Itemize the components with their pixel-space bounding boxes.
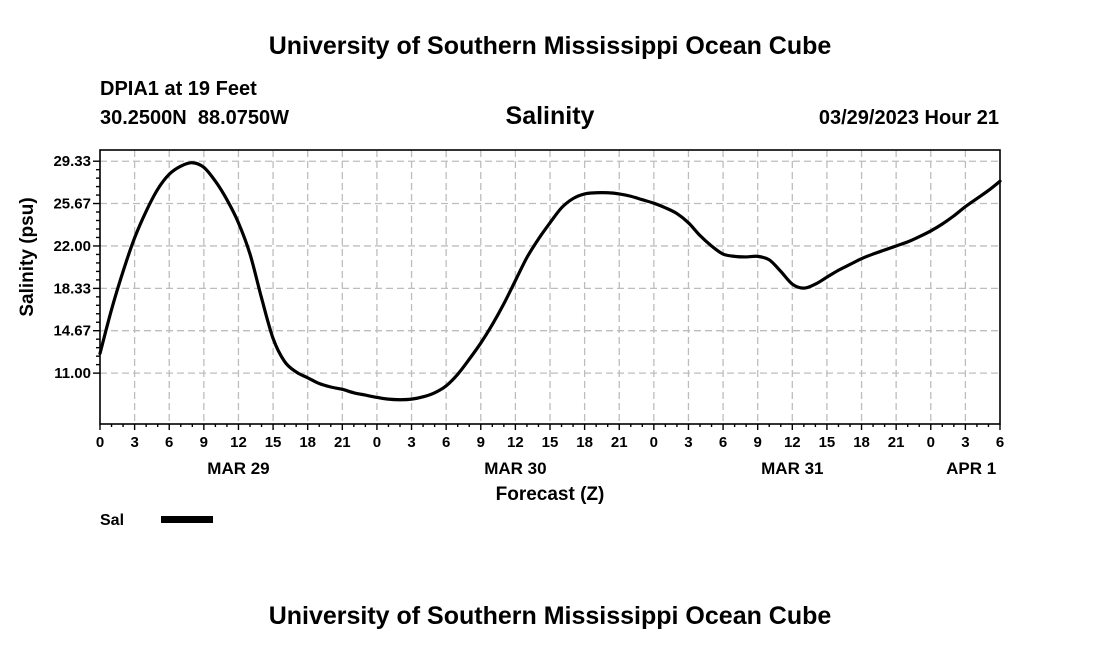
y-tick-label: 29.33 xyxy=(53,153,91,170)
series-line-sal xyxy=(98,161,1002,402)
legend-label-sal: Sal xyxy=(100,512,124,529)
date-label: APR 1 xyxy=(946,459,996,478)
x-tick-label: 15 xyxy=(265,434,282,451)
y-tick-label: 22.00 xyxy=(53,238,91,255)
x-tick-label: 6 xyxy=(719,434,727,451)
y-tick-label: 25.67 xyxy=(53,196,91,213)
x-tick-label: 9 xyxy=(754,434,762,451)
x-axis-label: Forecast (Z) xyxy=(496,484,605,505)
x-tick-label: 18 xyxy=(299,434,316,451)
x-tick-label: 9 xyxy=(477,434,485,451)
x-tick-label: 0 xyxy=(927,434,935,451)
station-label: DPIA1 at 19 Feet xyxy=(100,78,257,100)
x-tick-label: 3 xyxy=(961,434,969,451)
datetime-label: 03/29/2023 Hour 21 xyxy=(819,107,999,129)
x-tick-label: 15 xyxy=(542,434,559,451)
x-tick-label: 15 xyxy=(819,434,836,451)
legend: Sal xyxy=(100,512,213,529)
x-tick-label: 6 xyxy=(165,434,173,451)
date-label: MAR 30 xyxy=(484,459,546,478)
y-tick-label: 18.33 xyxy=(53,280,91,297)
x-tick-label: 12 xyxy=(507,434,524,451)
x-tick-label: 21 xyxy=(334,434,351,451)
x-tick-label: 6 xyxy=(442,434,450,451)
y-axis: 11.00 14.67 18.33 22.00 25.67 29.33 xyxy=(53,153,100,382)
x-tick-label: 18 xyxy=(853,434,870,451)
x-tick-label: 3 xyxy=(130,434,138,451)
y-tick-label: 14.67 xyxy=(53,323,91,340)
date-label: MAR 29 xyxy=(207,459,269,478)
date-label: MAR 31 xyxy=(761,459,823,478)
legend-swatch-sal xyxy=(161,516,213,523)
y-axis-label: Salinity (psu) xyxy=(17,197,38,316)
x-tick-label: 21 xyxy=(888,434,905,451)
x-tick-label: 0 xyxy=(650,434,658,451)
bottom-title: University of Southern Mississippi Ocean… xyxy=(269,602,832,630)
x-tick-label: 3 xyxy=(684,434,692,451)
y-tick-label: 11.00 xyxy=(54,365,91,382)
top-title: University of Southern Mississippi Ocean… xyxy=(269,32,832,60)
x-tick-label: 3 xyxy=(407,434,415,451)
x-tick-label: 9 xyxy=(200,434,208,451)
coordinates-label: 30.2500N 88.0750W xyxy=(100,107,289,129)
x-tick-label: 0 xyxy=(96,434,104,451)
grid xyxy=(100,150,1000,424)
x-axis: 0 3 6 9 12 15 18 21 0 3 6 9 12 15 18 21 0 3 6 9 12 15 18 21 0 3 6 xyxy=(96,424,1004,451)
chart-title: Salinity xyxy=(506,102,595,130)
x-tick-label: 18 xyxy=(576,434,593,451)
x-tick-label: 0 xyxy=(373,434,381,451)
x-tick-label: 6 xyxy=(996,434,1004,451)
x-tick-label: 12 xyxy=(784,434,801,451)
x-tick-label: 12 xyxy=(230,434,247,451)
x-tick-label: 21 xyxy=(611,434,628,451)
date-labels: MAR 29 MAR 30 MAR 31 APR 1 xyxy=(207,459,996,478)
